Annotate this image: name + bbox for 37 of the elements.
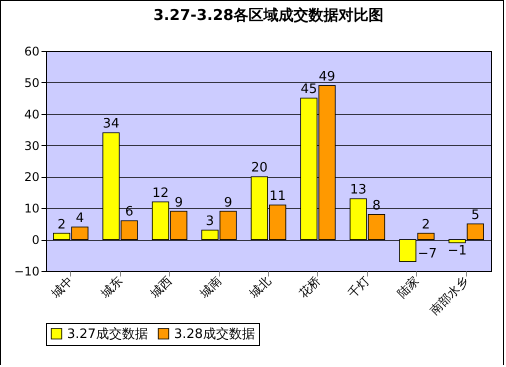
x-tick-label: 花桥 <box>296 274 323 300</box>
data-label: 5 <box>471 208 480 223</box>
data-label: 11 <box>269 189 286 204</box>
data-label: 6 <box>125 204 134 220</box>
data-label: 2 <box>57 217 66 232</box>
y-tick-label: 20 <box>24 170 40 184</box>
data-label: 12 <box>152 186 169 201</box>
x-tick-label: 南部水乡 <box>427 274 472 318</box>
x-tick-label: 陆家 <box>394 274 422 300</box>
data-label: 2 <box>422 217 430 232</box>
data-label: −7 <box>418 246 437 262</box>
chart-title: 3.27-3.28各区域成交数据对比图 <box>153 6 384 24</box>
data-label: 9 <box>174 195 183 210</box>
y-tick-label: 60 <box>24 44 40 58</box>
x-tick-label: 城南 <box>196 274 224 302</box>
y-tick-label: 10 <box>24 202 40 216</box>
data-label: 4 <box>76 211 84 226</box>
legend-label: 3.27成交数据 <box>67 326 148 342</box>
x-tick-label: 城东 <box>98 274 126 302</box>
x-tick-label: 城北 <box>246 274 274 302</box>
legend-label: 3.28成交数据 <box>174 326 255 342</box>
data-label: 13 <box>350 182 367 198</box>
x-tick-label: 城中 <box>48 274 76 302</box>
data-label: −1 <box>448 244 467 259</box>
y-tick-label: −10 <box>14 264 40 278</box>
data-label: 3 <box>206 214 214 230</box>
data-label: 34 <box>102 116 120 132</box>
y-tick-label: 50 <box>24 76 40 90</box>
x-tick-label: 城西 <box>146 274 175 302</box>
y-tick-label: 30 <box>24 138 40 153</box>
data-label: 49 <box>318 70 336 85</box>
y-tick-label: 40 <box>24 107 40 122</box>
x-tick-label: 千灯 <box>345 274 372 300</box>
y-tick-label: 0 <box>32 233 40 248</box>
data-label: 45 <box>300 82 318 98</box>
data-label: 20 <box>251 160 268 176</box>
data-label: 9 <box>224 195 232 210</box>
